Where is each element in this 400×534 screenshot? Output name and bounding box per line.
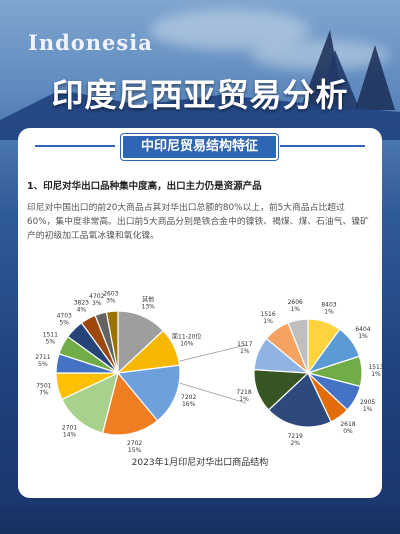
banner-line-right [280,145,365,147]
section-banner: 中印尼贸易结构特征 [121,134,278,160]
temple-silhouette [0,30,400,140]
main-pie-value-2701: 14% [63,432,77,439]
breakdown-pie-slice-7219 [267,371,332,428]
main-pie-label-4703: 4703 [57,312,72,319]
section-paragraph: 印尼对中国出口的前20大商品占其对华出口总额的80%以上，前5大商品占比超过60… [27,203,369,241]
breakdown-pie-label-1513: 1513 [368,364,382,371]
main-pie-label-2701: 2701 [62,425,77,432]
main-pie-label--: 其他 [142,295,154,303]
main-pie-value-2603: 3% [106,297,116,304]
main-pie-slice-2702 [101,371,159,436]
breakdown-pie-label-2618: 2618 [340,421,355,428]
banner-line-left [35,145,115,147]
breakdown-pie-value-8403: 1% [324,308,334,315]
cloud [150,10,310,50]
main-pie-label-7202: 7202 [181,394,196,401]
main-pie-value-2702: 15% [128,447,142,454]
main-pie-value-3823: 4% [77,306,87,313]
chart-caption: 2023年1月印尼对华出口商品结构 [131,458,269,468]
breakdown-pie-value-6404: 1% [358,333,368,340]
breakdown-pie-label-2606: 2606 [288,299,303,306]
breakdown-pie-label-1516: 1516 [260,311,275,318]
main-pie-slice-7202 [116,364,181,422]
breakdown-pie-label-6404: 6404 [355,326,370,333]
main-pie-value-4703: 5% [59,319,69,326]
main-pie-label-4702: 4702 [89,293,104,300]
breakdown-pie-label-2905: 2905 [360,399,375,406]
main-pie-value-1511: 5% [46,338,56,345]
main-pie-value-7501: 7% [39,390,49,397]
main-pie-value-4702: 3% [92,300,102,307]
main-pie-label--11-20-: 面11-20位 [172,333,201,341]
main-pie-value-7202: 16% [182,401,196,408]
breakdown-pie-value-2606: 1% [290,306,300,313]
country-label: Indonesia [28,30,153,55]
breakdown-pie-label-7218: 7218 [236,389,251,396]
breakdown-pie-value-1517: 1% [240,348,250,355]
main-pie-value--11-20-: 10% [180,341,194,348]
breakdown-pie-value-7219: 2% [290,440,300,447]
bottom-band [0,505,400,534]
breakdown-pie-value-2618: 0% [343,428,353,435]
breakdown-pie-value-2905: 1% [363,406,373,413]
breakdown-pie-label-8403: 8403 [321,301,336,308]
breakdown-pie-value-1516: 1% [263,318,273,325]
main-pie-label-3823: 3823 [74,299,89,306]
connector-line-bottom [175,381,247,404]
breakdown-pie-label-1517: 1517 [237,341,252,348]
breakdown-pie-value-1513: 1% [371,371,381,378]
main-pie-label-2603: 2603 [103,290,118,297]
main-pie-value--: 13% [142,303,156,310]
main-pie-value-2711: 5% [38,361,48,368]
breakdown-pie-label-7219: 7219 [288,433,303,440]
main-pie-label-2711: 2711 [35,354,50,361]
breakdown-pie-value-7218: 1% [239,396,249,403]
main-pie-slice-2701 [61,371,119,434]
breakdown-pie-slice-2606 [287,318,309,374]
page-title: 印度尼西亚贸易分析 [51,76,349,114]
main-pie-label-1511: 1511 [43,331,58,338]
section-heading: 1、印尼对华出口品种集中度高，出口主力仍是资源产品 [27,181,262,192]
main-pie-label-2702: 2702 [127,440,142,447]
content-card [18,128,382,498]
connector-line-top [175,344,247,363]
main-pie-label-7501: 7501 [36,383,51,390]
main-pie-slice-2603 [105,310,119,374]
